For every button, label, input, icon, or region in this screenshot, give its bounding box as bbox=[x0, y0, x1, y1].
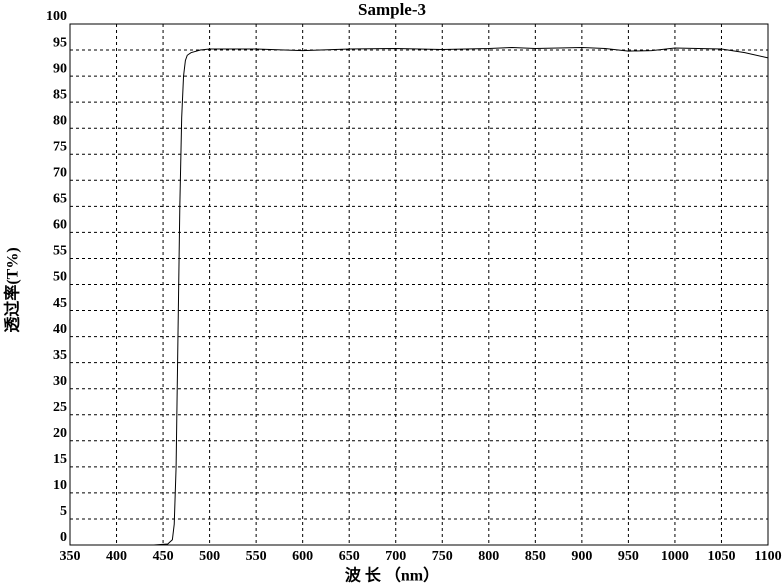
x-tick-label: 950 bbox=[618, 549, 639, 564]
x-tick-label: 800 bbox=[478, 549, 499, 564]
plot-frame bbox=[69, 23, 769, 546]
x-tick-label: 350 bbox=[60, 549, 81, 564]
x-tick-label: 1100 bbox=[754, 549, 781, 564]
y-tick-label: 20 bbox=[53, 426, 67, 441]
x-tick-label: 1000 bbox=[661, 549, 689, 564]
x-tick-label: 450 bbox=[153, 549, 174, 564]
y-tick-label: 75 bbox=[53, 139, 67, 154]
x-tick-label: 550 bbox=[246, 549, 267, 564]
chart-title: Sample-3 bbox=[358, 0, 426, 19]
y-axis-label: 透过率(T%) bbox=[3, 247, 22, 332]
y-tick-label: 100 bbox=[46, 9, 67, 24]
y-tick-label: 15 bbox=[53, 452, 67, 467]
y-tick-label: 95 bbox=[53, 35, 67, 50]
x-tick-label: 500 bbox=[199, 549, 220, 564]
x-tick-label: 700 bbox=[385, 549, 406, 564]
y-tick-label: 85 bbox=[53, 87, 67, 102]
y-tick-label: 55 bbox=[53, 244, 67, 259]
y-tick-label: 45 bbox=[53, 296, 67, 311]
data-line bbox=[70, 46, 769, 546]
x-tick-label: 1050 bbox=[707, 549, 735, 564]
y-tick-label: 90 bbox=[53, 61, 67, 76]
y-tick-label: 10 bbox=[53, 478, 67, 493]
y-tick-label: 35 bbox=[53, 348, 67, 363]
x-tick-label: 600 bbox=[292, 549, 313, 564]
y-tick-label: 40 bbox=[53, 322, 67, 337]
y-tick-label: 25 bbox=[53, 400, 67, 415]
y-tick-label: 30 bbox=[53, 374, 67, 389]
x-axis-label: 波 长 （nm） bbox=[345, 566, 439, 585]
y-tick-label: 0 bbox=[60, 530, 67, 545]
y-tick-label: 80 bbox=[53, 113, 67, 128]
x-tick-label: 850 bbox=[525, 549, 546, 564]
y-tick-label: 50 bbox=[53, 270, 67, 285]
y-tick-label: 5 bbox=[60, 504, 67, 519]
y-tick-label: 70 bbox=[53, 166, 67, 181]
x-tick-label: 750 bbox=[432, 549, 453, 564]
x-tick-label: 650 bbox=[339, 549, 360, 564]
x-tick-label: 900 bbox=[571, 549, 592, 564]
y-tick-label: 65 bbox=[53, 192, 67, 207]
y-tick-label: 60 bbox=[53, 218, 67, 233]
x-tick-label: 400 bbox=[106, 549, 127, 564]
